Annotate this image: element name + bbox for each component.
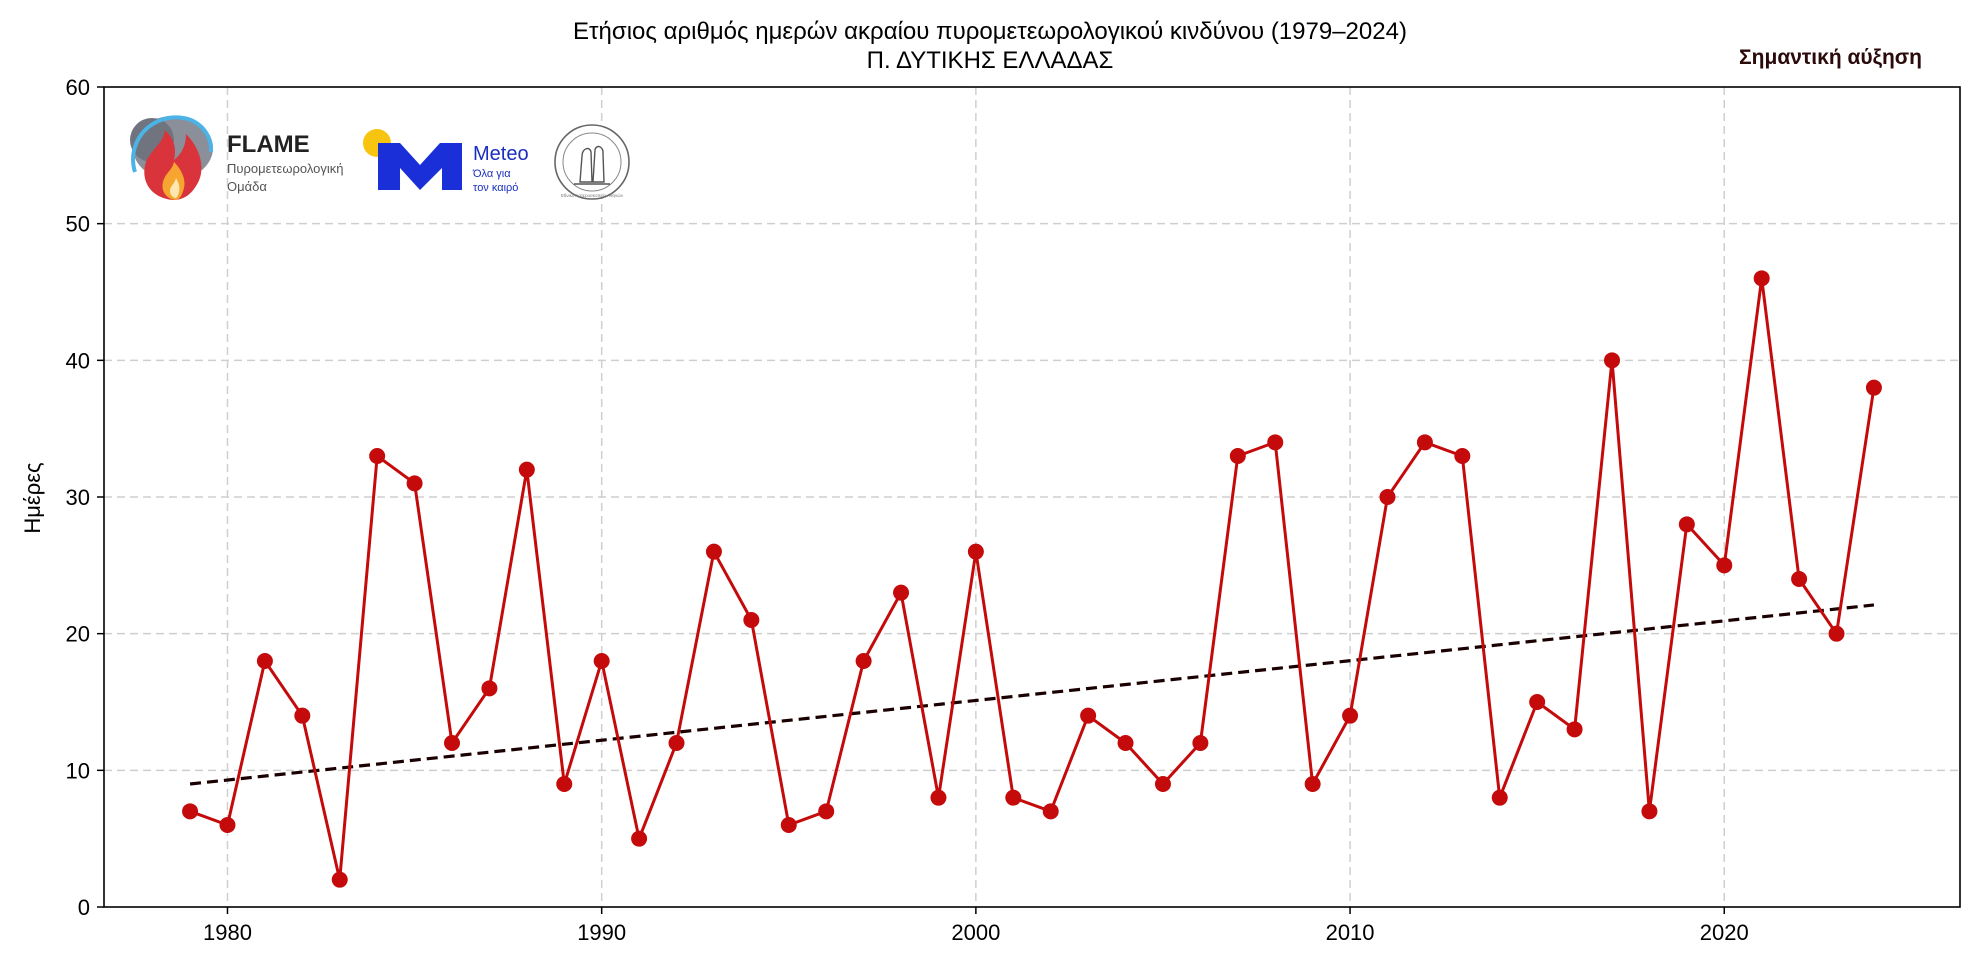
- trend-layer: [189, 603, 1875, 786]
- x-tick-label: 2020: [1700, 920, 1749, 945]
- flame-logo-line2: Ομάδα: [227, 179, 267, 194]
- data-point: [743, 612, 760, 628]
- trend-line: [189, 603, 1875, 786]
- y-tick-label: 50: [66, 212, 90, 237]
- data-point: [705, 543, 722, 560]
- data-point: [1641, 803, 1658, 820]
- data-point: [893, 584, 910, 601]
- data-point: [518, 461, 535, 478]
- data-point: [219, 817, 236, 833]
- data-point: [1192, 735, 1209, 751]
- data-point: [1791, 571, 1808, 587]
- flame-icon-inner: [170, 178, 180, 198]
- series-layer: [182, 270, 1882, 888]
- data-point: [1080, 707, 1097, 724]
- data-point: [556, 776, 573, 792]
- data-point: [818, 803, 835, 820]
- data-point: [1005, 789, 1022, 806]
- axes: 1980 1990 2000 2010 2020 0 10 20 30 40 50 60: [66, 75, 1961, 945]
- y-axis-label: Ημέρες: [20, 462, 45, 533]
- data-point: [1154, 776, 1171, 792]
- flame-icon: [144, 130, 202, 200]
- meteo-logo: Meteo Όλα για τον καιρό: [363, 129, 529, 194]
- x-tick-label: 1990: [577, 920, 626, 945]
- data-point: [1529, 694, 1546, 710]
- data-point: [1304, 776, 1321, 792]
- data-point: [1865, 379, 1882, 396]
- flame-logo-swirl: [131, 115, 214, 173]
- data-point: [780, 817, 797, 833]
- data-point: [1753, 270, 1770, 287]
- data-point: [481, 680, 498, 697]
- y-tick-label: 30: [66, 485, 90, 510]
- y-tick-label: 40: [66, 348, 90, 373]
- data-point: [1379, 489, 1396, 505]
- meteo-logo-line1: Όλα για: [472, 168, 511, 180]
- data-point: [668, 735, 685, 751]
- data-point: [1454, 448, 1471, 464]
- data-point: [1267, 434, 1284, 451]
- observatory-seal-label: Εθνικό Αστεροσκοπείο Αθηνών: [561, 192, 624, 198]
- data-point: [406, 475, 423, 492]
- x-tick-label: 2000: [951, 920, 1000, 945]
- y-tick-label: 0: [78, 895, 90, 920]
- data-point: [1566, 721, 1583, 738]
- meteo-logo-line2: τον καιρό: [473, 182, 518, 194]
- data-point: [631, 830, 648, 847]
- data-point: [1229, 448, 1246, 464]
- data-point: [1678, 516, 1695, 533]
- data-point: [369, 448, 386, 464]
- significance-annotation: Σημαντική αύξηση: [1739, 46, 1922, 69]
- data-point: [331, 871, 348, 888]
- observatory-seal-inner-ring: [562, 132, 622, 192]
- data-point: [593, 653, 610, 669]
- data-point: [294, 707, 311, 724]
- x-tick-label: 1980: [203, 920, 252, 945]
- grid-lines: [104, 87, 1960, 907]
- meteo-logo-name: Meteo: [473, 143, 529, 165]
- chart-title: Ετήσιος αριθμός ημερών ακραίου πυρομετεω…: [573, 18, 1407, 45]
- data-point: [1342, 707, 1359, 724]
- observatory-seal: Εθνικό Αστεροσκοπείο Αθηνών: [554, 124, 630, 200]
- data-point: [967, 543, 984, 560]
- y-tick-label: 10: [66, 758, 90, 783]
- flame-logo-name: FLAME: [227, 131, 310, 158]
- data-point: [1604, 352, 1620, 369]
- data-point: [182, 803, 199, 820]
- observatory-seal-figures: [579, 145, 605, 183]
- flame-logo-line1: Πυρομετεωρολογική: [227, 161, 344, 176]
- x-tick-label: 2010: [1326, 920, 1375, 945]
- data-point: [855, 653, 872, 669]
- meteo-logo-mark: [378, 143, 462, 190]
- data-point: [930, 789, 947, 806]
- chart-subtitle: Π. ΔΥΤΙΚΗΣ ΕΛΛΑΔΑΣ: [867, 47, 1114, 74]
- data-point: [444, 735, 460, 751]
- series-line: [189, 276, 1876, 882]
- data-point: [1042, 803, 1059, 820]
- data-point: [1716, 557, 1733, 574]
- data-point: [256, 653, 273, 669]
- flame-logo: FLAME Πυρομετεωρολογική Ομάδα: [130, 115, 344, 200]
- data-point: [1416, 434, 1433, 451]
- data-point: [1828, 625, 1845, 642]
- data-point: [1491, 789, 1508, 806]
- y-tick-label: 20: [66, 622, 90, 647]
- y-tick-label: 60: [66, 75, 90, 100]
- data-point: [1117, 735, 1134, 751]
